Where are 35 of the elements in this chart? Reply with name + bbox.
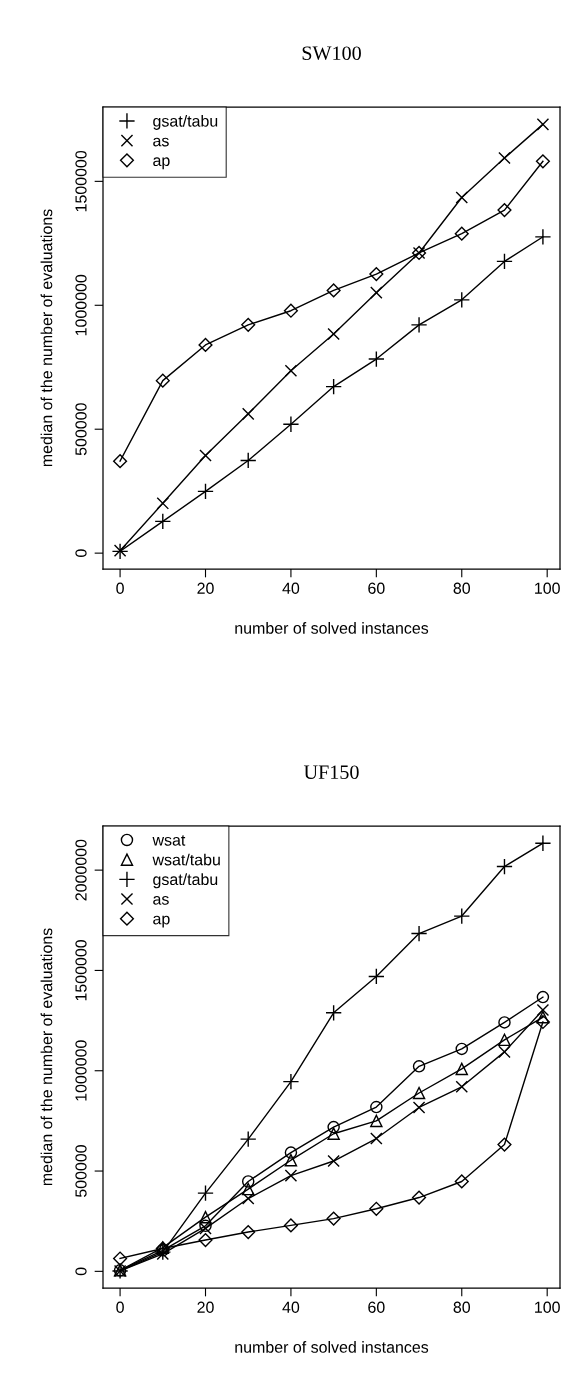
x-tick-label: 100 <box>535 1301 560 1313</box>
x-tick-label: 20 <box>197 582 214 594</box>
y-tick-label: 1500000 <box>75 150 87 212</box>
x-tick-label: 80 <box>453 1301 471 1313</box>
x-tick-label: 100 <box>535 582 560 594</box>
x-tick-label: 20 <box>197 1301 214 1313</box>
y-tick-label: 500000 <box>75 1145 87 1198</box>
x-tick-label: 40 <box>282 582 300 594</box>
y-tick-label: 2000000 <box>75 839 87 901</box>
legend-label: wsat/tabu <box>152 853 220 866</box>
y-tick-label: 1000000 <box>75 1040 87 1101</box>
y-tick-label: 1000000 <box>75 274 87 336</box>
legend-label: as <box>153 896 169 905</box>
y-axis-title: median of the number of evaluations <box>40 928 53 1186</box>
x-tick-label: 0 <box>116 1301 124 1313</box>
y-tick-label: 0 <box>75 549 87 557</box>
x-tick-label: 60 <box>368 582 385 594</box>
chart-title: SW100 <box>302 46 361 61</box>
legend-label: gsat/tabu <box>153 114 218 130</box>
y-tick-label: 1500000 <box>75 939 87 1001</box>
x-axis-title: number of solved instances <box>235 1341 429 1353</box>
y-tick-label: 500000 <box>75 403 87 456</box>
x-tick-label: 40 <box>282 1301 300 1313</box>
x-tick-label: 60 <box>368 1301 385 1313</box>
legend-label: ap <box>153 915 170 928</box>
legend-label: gsat/tabu <box>153 873 218 889</box>
x-tick-label: 0 <box>116 582 124 594</box>
x-axis-title: number of solved instances <box>235 622 429 634</box>
x-tick-label: 80 <box>453 582 471 594</box>
legend-label: wsat <box>152 835 186 846</box>
y-tick-label: 0 <box>75 1267 87 1276</box>
legend-label: as <box>153 137 169 147</box>
y-axis-title: median of the number of evaluations <box>40 209 53 467</box>
chart-title: UF150 <box>303 765 359 779</box>
legend-label: ap <box>153 157 170 170</box>
